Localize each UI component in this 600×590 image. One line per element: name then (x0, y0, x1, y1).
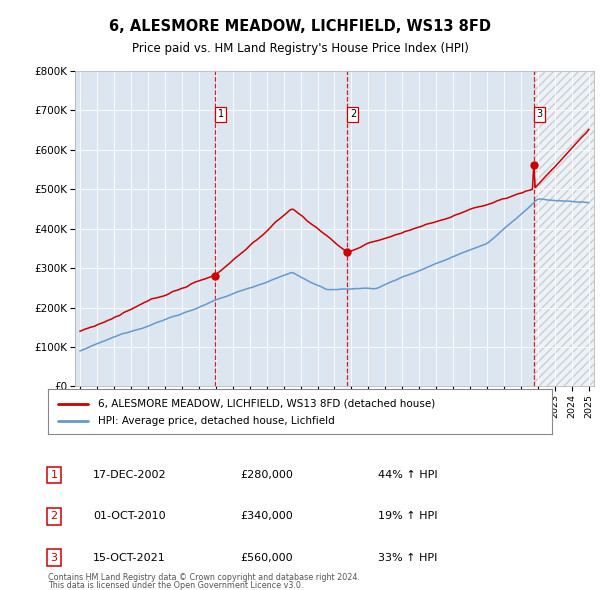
Text: £560,000: £560,000 (240, 553, 293, 562)
Text: 1: 1 (218, 109, 224, 119)
Bar (534, 71, 594, 386)
Text: 2: 2 (50, 512, 58, 521)
Text: 17-DEC-2002: 17-DEC-2002 (93, 470, 167, 480)
Text: 3: 3 (50, 553, 58, 562)
Text: £340,000: £340,000 (240, 512, 293, 521)
Text: 6, ALESMORE MEADOW, LICHFIELD, WS13 8FD (detached house): 6, ALESMORE MEADOW, LICHFIELD, WS13 8FD … (98, 399, 436, 408)
Text: 2: 2 (350, 109, 356, 119)
Text: £280,000: £280,000 (240, 470, 293, 480)
Text: 33% ↑ HPI: 33% ↑ HPI (378, 553, 437, 562)
Text: 01-OCT-2010: 01-OCT-2010 (93, 512, 166, 521)
Text: 1: 1 (50, 470, 58, 480)
Text: Contains HM Land Registry data © Crown copyright and database right 2024.: Contains HM Land Registry data © Crown c… (48, 572, 360, 582)
Text: HPI: Average price, detached house, Lichfield: HPI: Average price, detached house, Lich… (98, 417, 335, 426)
Text: 19% ↑ HPI: 19% ↑ HPI (378, 512, 437, 521)
Text: 44% ↑ HPI: 44% ↑ HPI (378, 470, 437, 480)
Text: 3: 3 (536, 109, 542, 119)
Text: 6, ALESMORE MEADOW, LICHFIELD, WS13 8FD: 6, ALESMORE MEADOW, LICHFIELD, WS13 8FD (109, 19, 491, 34)
Text: 15-OCT-2021: 15-OCT-2021 (93, 553, 166, 562)
Text: This data is licensed under the Open Government Licence v3.0.: This data is licensed under the Open Gov… (48, 581, 304, 590)
Text: Price paid vs. HM Land Registry's House Price Index (HPI): Price paid vs. HM Land Registry's House … (131, 42, 469, 55)
